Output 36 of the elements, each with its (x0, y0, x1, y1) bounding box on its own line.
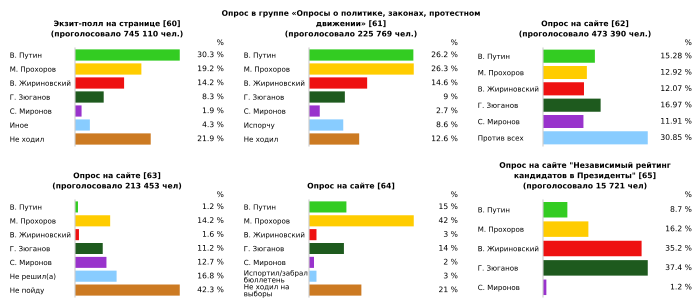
bar (75, 284, 180, 296)
bar (75, 256, 106, 268)
bar (309, 91, 345, 103)
bar (543, 114, 584, 128)
bar (309, 242, 344, 254)
bar (543, 240, 642, 256)
bar (543, 260, 648, 276)
bar (75, 242, 103, 254)
bar (75, 63, 142, 75)
bar (309, 63, 414, 75)
bar (75, 215, 110, 226)
bar (75, 119, 90, 131)
bar (543, 202, 568, 218)
bar (309, 133, 360, 145)
bar (543, 50, 595, 63)
bar (543, 131, 648, 144)
bar (309, 119, 344, 131)
bar (309, 215, 414, 226)
bar (75, 105, 82, 117)
bar (309, 49, 414, 61)
bar (543, 221, 588, 237)
bar (75, 270, 117, 282)
bar (309, 201, 346, 212)
bar (309, 105, 320, 117)
bar (75, 49, 180, 61)
bar (75, 133, 151, 145)
bar (75, 91, 104, 103)
bar (543, 82, 584, 96)
bar (309, 270, 316, 282)
bar (75, 77, 124, 89)
bar (309, 256, 314, 268)
bar (309, 77, 368, 89)
bar (309, 229, 316, 240)
bar (543, 66, 587, 80)
bar (309, 284, 362, 296)
bar (543, 98, 601, 112)
